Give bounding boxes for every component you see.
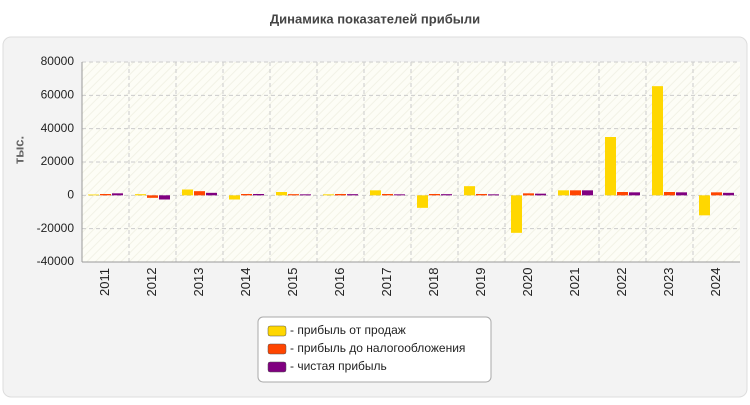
bar (617, 192, 628, 196)
legend-swatch (267, 325, 287, 337)
legend-label: - прибыль до налогообложения (290, 341, 465, 355)
bar (711, 192, 722, 196)
bar (347, 194, 358, 196)
bar (488, 194, 499, 196)
x-tick-label: 2015 (285, 268, 300, 297)
bar (664, 192, 675, 196)
bar (652, 86, 663, 196)
bar (676, 192, 687, 196)
x-tick-label: 2020 (520, 268, 535, 297)
y-tick-label: 0 (67, 188, 74, 202)
bar (229, 195, 240, 200)
x-tick-label: 2018 (426, 268, 441, 297)
y-tick-label: -40000 (37, 254, 75, 268)
x-tick-label: 2019 (473, 268, 488, 297)
bar (394, 194, 405, 196)
bar (535, 193, 546, 196)
bar (241, 194, 252, 196)
bar (182, 189, 193, 196)
bar (570, 190, 581, 196)
bar (382, 194, 393, 196)
x-tick-label: 2022 (614, 268, 629, 297)
x-tick-label: 2017 (379, 268, 394, 297)
bar (723, 192, 734, 196)
bar (147, 195, 158, 198)
y-tick-label: 20000 (41, 154, 75, 168)
bar (253, 194, 264, 196)
bar (194, 191, 205, 196)
legend-swatch (267, 343, 287, 355)
x-tick-label: 2011 (97, 268, 112, 296)
chart-title: Динамика показателей прибыли (270, 11, 480, 26)
bar (88, 194, 99, 196)
bar (100, 194, 111, 196)
legend-label: - чистая прибыль (290, 359, 387, 373)
x-tick-label: 2023 (661, 268, 676, 297)
legend-label: - прибыль от продаж (290, 323, 406, 337)
bar (135, 194, 146, 196)
x-tick-label: 2016 (332, 268, 347, 297)
y-tick-label: 40000 (41, 121, 75, 135)
bar (276, 192, 287, 196)
bar (476, 194, 487, 196)
bar (159, 195, 170, 200)
bar (699, 195, 710, 216)
bar (523, 193, 534, 196)
bar (112, 193, 123, 196)
y-tick-label: 80000 (41, 54, 75, 68)
bar (323, 194, 334, 196)
x-tick-label: 2013 (191, 268, 206, 297)
bar (629, 192, 640, 196)
x-tick-label: 2014 (238, 268, 253, 297)
bar (370, 190, 381, 196)
x-tick-label: 2024 (708, 268, 723, 297)
bar (429, 194, 440, 196)
bar (605, 137, 616, 196)
x-tick-label: 2012 (144, 268, 159, 297)
x-tick-label: 2021 (567, 268, 582, 297)
bar (558, 190, 569, 196)
bar (511, 195, 522, 233)
bar (300, 194, 311, 196)
bar (464, 186, 475, 196)
bar (335, 194, 346, 196)
legend-swatch (267, 361, 287, 373)
y-axis-label: тыс. (11, 136, 26, 164)
bar (441, 194, 452, 196)
bar (288, 194, 299, 196)
y-tick-label: -20000 (37, 221, 75, 235)
legend (257, 316, 492, 383)
y-tick-label: 60000 (41, 88, 75, 102)
bar (206, 192, 217, 196)
bar (582, 190, 593, 196)
bar (417, 195, 428, 208)
